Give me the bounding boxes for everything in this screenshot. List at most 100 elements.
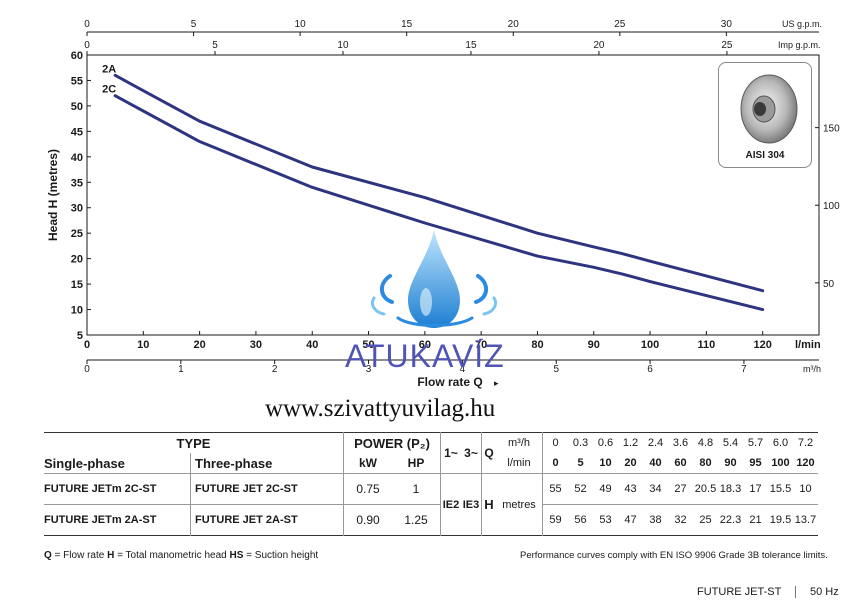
row2-h-6: 25 <box>699 514 712 526</box>
x-tick-label: 0 <box>84 339 90 351</box>
y-tick-label: 10 <box>71 305 83 317</box>
q-m3h-8: 5.7 <box>747 437 764 449</box>
x-axis-title: Flow rate Q <box>417 375 482 389</box>
q-lmin-7: 90 <box>724 457 737 469</box>
row1-h-1: 52 <box>574 483 587 495</box>
h-symbol: H <box>484 497 494 512</box>
brand-name: FUTURE JET-ST <box>697 586 782 598</box>
q-m3h-10: 7.2 <box>797 437 814 449</box>
row1-h-4: 34 <box>649 483 662 495</box>
top-imp-tick-label: 0 <box>84 40 90 51</box>
q-m3h-4: 2.4 <box>647 437 664 449</box>
spec-table: TYPE POWER (P₂) 1~ 3~ Q m³/h 0 0.3 0.6 1… <box>44 432 818 536</box>
plot-frame <box>86 54 820 336</box>
right-tick-label: 150 <box>823 124 840 135</box>
bottom-m3h-tick-label: 6 <box>647 364 653 375</box>
watermark-text: ATUKAVÍZ <box>345 338 505 374</box>
q-m3h-7: 5.4 <box>722 437 739 449</box>
top-us-tick-label: 0 <box>84 19 90 30</box>
footnote-tolerance: Performance curves comply with EN ISO 99… <box>520 550 828 561</box>
y-tick-label: 35 <box>71 177 83 189</box>
footnote-legend: Q = Flow rate H = Total manometric head … <box>44 550 318 561</box>
q-unit-lmin: l/min <box>496 453 543 474</box>
bottom-m3h-tick-label: 4 <box>460 364 466 375</box>
q-m3h-9: 6.0 <box>772 437 789 449</box>
q-lmin-0: 0 <box>552 457 559 469</box>
row2-single: FUTURE JETm 2A-ST <box>44 504 191 536</box>
top-us-tick-label: 20 <box>508 19 520 30</box>
q-lmin-8: 95 <box>749 457 762 469</box>
bottom-m3h-tick-label: 5 <box>553 364 559 375</box>
top-imp-tick-label: 5 <box>212 40 218 51</box>
top-imp-tick-label: 10 <box>337 40 349 51</box>
inset-label: AISI 304 <box>745 150 785 161</box>
y-tick-label: 30 <box>71 203 83 215</box>
q-lmin-9: 100 <box>771 457 790 469</box>
row2-h-1: 56 <box>574 514 587 526</box>
series-line-2C <box>113 94 765 312</box>
fn-q: Q <box>44 550 52 561</box>
q-m3h-2: 0.6 <box>597 437 614 449</box>
impeller-illustration <box>740 74 798 144</box>
x-tick-label: 10 <box>137 339 149 351</box>
row2-three: FUTURE JET 2A-ST <box>190 504 344 536</box>
power-header: POWER (P₂) <box>343 432 441 453</box>
row1-single: FUTURE JETm 2C-ST <box>44 473 191 505</box>
row2-h-8: 21 <box>749 514 762 526</box>
row2-h-0: 59 <box>549 514 562 526</box>
y-tick-label: 55 <box>71 75 83 87</box>
row1-h-10: 10 <box>799 483 812 495</box>
row1-h-2: 49 <box>599 483 612 495</box>
right-tick-label: 100 <box>823 201 840 212</box>
row2-h-9: 19.5 <box>769 514 792 526</box>
series-label-2A: 2A <box>102 63 116 75</box>
ticks-layer: 0 10 20 30 40 50 60 70 80 90 100 110 120510152025303… <box>71 19 840 375</box>
fn-hs-text: = Suction height <box>243 550 319 561</box>
top-us-tick-label: 30 <box>721 19 733 30</box>
y-tick-label: 50 <box>71 101 83 113</box>
type-header: TYPE <box>44 432 344 453</box>
right-tick-label: 50 <box>823 279 835 290</box>
q-m3h-6: 4.8 <box>697 437 714 449</box>
y-tick-label: 5 <box>77 330 83 342</box>
row1-h-8: 17 <box>749 483 762 495</box>
water-drop-icon <box>370 230 498 328</box>
bottom-m3h-tick-label: 0 <box>84 364 90 375</box>
row1-three: FUTURE JET 2C-ST <box>190 473 344 505</box>
series-label-2C: 2C <box>102 84 116 96</box>
row1-h-5: 27 <box>674 483 687 495</box>
bottom-unit-m3h: m³/h <box>803 364 821 374</box>
x-unit-lmin: l/min <box>795 339 821 351</box>
q-lmin-3: 20 <box>624 457 637 469</box>
top-us-tick-label: 5 <box>191 19 197 30</box>
row2-h-5: 32 <box>674 514 687 526</box>
row2-h-4: 38 <box>649 514 662 526</box>
x-tick-label: 30 <box>250 339 262 351</box>
bottom-m3h-tick-label: 7 <box>741 364 747 375</box>
row2-h-10: 13.7 <box>794 514 817 526</box>
top-unit-us: US g.p.m. <box>782 19 822 29</box>
top-imp-tick-label: 15 <box>465 40 477 51</box>
top-us-tick-label: 25 <box>614 19 626 30</box>
q-lmin-10: 120 <box>796 457 815 469</box>
h-unit: metres <box>496 473 543 536</box>
footer-separator <box>795 586 796 598</box>
x-tick-label: 40 <box>306 339 318 351</box>
hp-header: HP <box>392 453 441 474</box>
row1-kw: 0.75 <box>356 482 380 496</box>
q-lmin-2: 10 <box>599 457 612 469</box>
fn-hs: HS <box>229 550 244 561</box>
fn-q-text: = Flow rate <box>51 550 108 561</box>
row2-kw: 0.90 <box>356 513 380 527</box>
row2-h-3: 47 <box>624 514 637 526</box>
three-phase-header: Three-phase <box>190 453 344 474</box>
row1-h-0: 55 <box>549 483 562 495</box>
fn-h: H <box>107 550 115 561</box>
row2-hp: 1.25 <box>392 504 441 536</box>
bottom-m3h-tick-label: 3 <box>366 364 372 375</box>
q-lmin-1: 5 <box>577 457 584 469</box>
row2-h-7: 22.3 <box>719 514 742 526</box>
y-tick-label: 60 <box>71 50 83 62</box>
top-unit-imp: Imp g.p.m. <box>778 40 821 50</box>
y-tick-label: 45 <box>71 126 83 138</box>
